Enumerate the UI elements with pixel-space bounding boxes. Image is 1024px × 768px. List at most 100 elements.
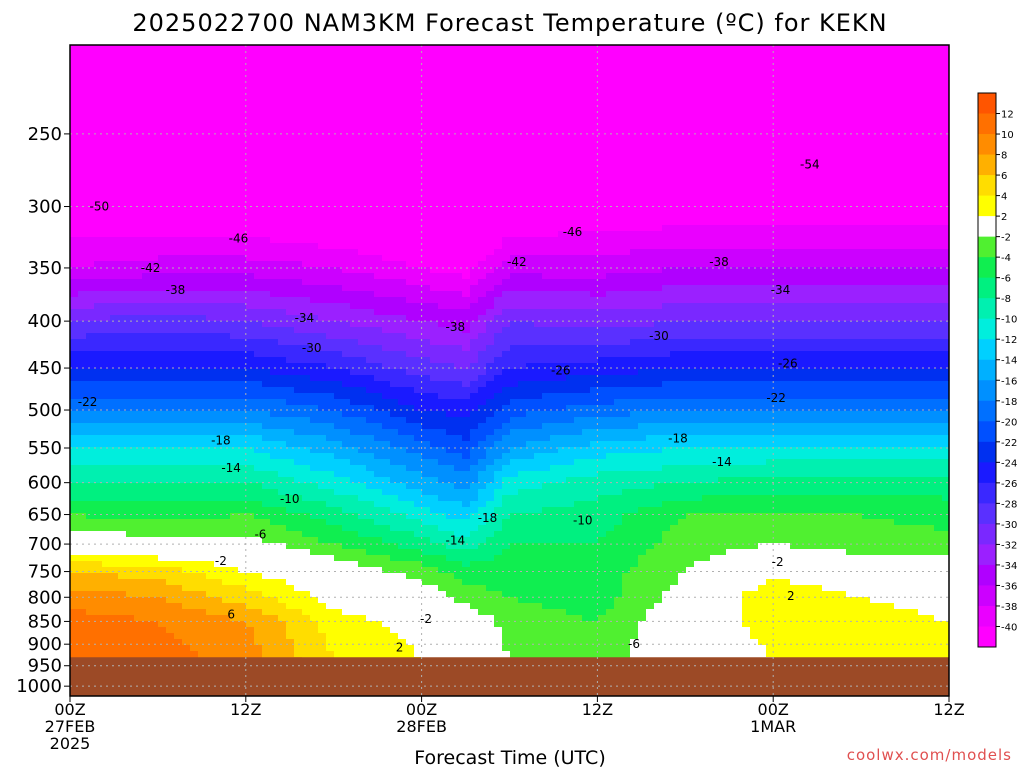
- field-cell: [374, 405, 383, 412]
- field-cell: [110, 363, 119, 370]
- field-cell: [406, 333, 415, 340]
- field-cell: [414, 279, 423, 286]
- field-cell: [278, 105, 287, 112]
- field-cell: [198, 555, 207, 562]
- field-cell: [254, 501, 263, 508]
- field-cell: [182, 435, 191, 442]
- field-cell: [158, 501, 167, 508]
- field-cell: [206, 171, 215, 178]
- field-cell: [238, 93, 247, 100]
- field-cell: [358, 597, 367, 604]
- field-cell: [182, 159, 191, 166]
- field-cell: [406, 441, 415, 448]
- field-cell: [390, 645, 399, 652]
- field-cell: [286, 99, 295, 106]
- field-cell: [134, 57, 143, 64]
- field-cell: [238, 165, 247, 172]
- field-cell: [86, 453, 95, 460]
- field-cell: [94, 393, 103, 400]
- field-cell: [110, 525, 119, 532]
- field-cell: [230, 603, 239, 610]
- field-cell: [310, 315, 319, 322]
- field-cell: [206, 291, 215, 298]
- field-cell: [126, 279, 135, 286]
- field-cell: [134, 351, 143, 358]
- field-cell: [406, 195, 415, 202]
- field-cell: [326, 393, 335, 400]
- field-cell: [110, 219, 119, 226]
- field-cell: [230, 267, 239, 274]
- field-cell: [134, 321, 143, 328]
- field-cell: [214, 261, 223, 268]
- field-cell: [166, 489, 175, 496]
- field-cell: [78, 297, 87, 304]
- field-cell: [70, 267, 79, 274]
- field-cell: [342, 525, 351, 532]
- field-cell: [430, 261, 439, 268]
- field-cell: [430, 207, 439, 214]
- field-cell: [278, 381, 287, 388]
- field-cell: [102, 171, 111, 178]
- field-cell: [406, 201, 415, 208]
- field-cell: [390, 129, 399, 136]
- field-cell: [406, 603, 415, 610]
- field-cell: [254, 273, 263, 280]
- field-cell: [70, 117, 79, 124]
- field-cell: [126, 111, 135, 118]
- field-cell: [230, 255, 239, 262]
- field-cell: [326, 579, 335, 586]
- field-cell: [334, 327, 343, 334]
- field-cell: [230, 207, 239, 214]
- field-cell: [126, 93, 135, 100]
- field-cell: [430, 567, 439, 574]
- field-cell: [406, 63, 415, 70]
- field-cell: [86, 567, 95, 574]
- field-cell: [126, 63, 135, 70]
- field-cell: [118, 81, 127, 88]
- field-cell: [70, 195, 79, 202]
- field-cell: [422, 291, 431, 298]
- field-cell: [374, 285, 383, 292]
- field-cell: [174, 591, 183, 598]
- field-cell: [142, 465, 151, 472]
- field-cell: [166, 531, 175, 538]
- field-cell: [406, 207, 415, 214]
- field-cell: [302, 105, 311, 112]
- field-cell: [190, 543, 199, 550]
- field-cell: [174, 261, 183, 268]
- field-cell: [150, 423, 159, 430]
- field-cell: [94, 423, 103, 430]
- field-cell: [158, 609, 167, 616]
- field-cell: [374, 63, 383, 70]
- field-cell: [398, 57, 407, 64]
- field-cell: [246, 291, 255, 298]
- field-cell: [246, 651, 255, 658]
- field-cell: [142, 615, 151, 622]
- field-cell: [94, 219, 103, 226]
- field-cell: [342, 231, 351, 238]
- field-cell: [190, 477, 199, 484]
- field-cell: [286, 549, 295, 556]
- field-cell: [206, 153, 215, 160]
- field-cell: [270, 531, 279, 538]
- field-cell: [102, 555, 111, 562]
- field-cell: [374, 429, 383, 436]
- field-cell: [222, 285, 231, 292]
- field-cell: [358, 375, 367, 382]
- field-cell: [262, 315, 271, 322]
- field-cell: [406, 639, 415, 646]
- field-cell: [294, 87, 303, 94]
- field-cell: [398, 465, 407, 472]
- field-cell: [86, 591, 95, 598]
- field-cell: [110, 639, 119, 646]
- field-cell: [254, 525, 263, 532]
- field-cell: [198, 123, 207, 130]
- field-cell: [158, 441, 167, 448]
- field-cell: [78, 477, 87, 484]
- field-cell: [238, 207, 247, 214]
- field-cell: [158, 627, 167, 634]
- field-cell: [406, 573, 415, 580]
- field-cell: [166, 471, 175, 478]
- field-cell: [78, 513, 87, 520]
- field-cell: [414, 435, 423, 442]
